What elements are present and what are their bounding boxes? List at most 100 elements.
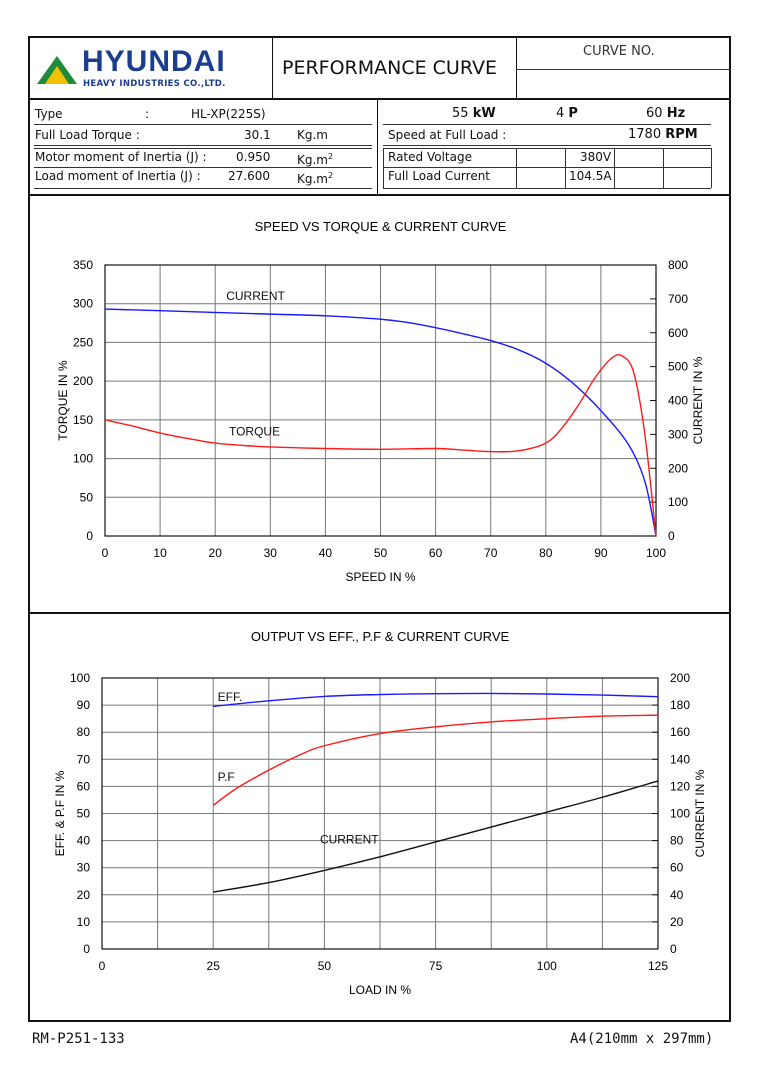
- x-tick-label: 25: [207, 959, 221, 973]
- y2-tick-label: 120: [670, 779, 690, 793]
- rtable-v0: [383, 148, 384, 188]
- y-tick-label: 200: [73, 374, 93, 388]
- y-tick-label: 70: [77, 752, 91, 766]
- y2-tick-label: 180: [670, 698, 690, 712]
- torque-value: 30.1: [244, 128, 271, 142]
- x-axis-label: SPEED IN %: [345, 570, 415, 584]
- y-tick-label: 250: [73, 335, 93, 349]
- y-tick-label: 300: [73, 297, 93, 311]
- rtable-v1: [516, 148, 517, 188]
- type-label: Type: [35, 107, 63, 121]
- logo-triangle-icon: [37, 56, 77, 84]
- chart-title: SPEED VS TORQUE & CURRENT CURVE: [255, 219, 507, 234]
- y2-tick-label: 200: [670, 671, 690, 685]
- voltage-value: 380V: [580, 150, 612, 164]
- current-value: 104.5A: [569, 169, 612, 183]
- speed-label: Speed at Full Load :: [388, 128, 507, 142]
- y-tick-label: 100: [73, 452, 93, 466]
- series-label-eff: EFF.: [218, 690, 243, 704]
- x-tick-label: 10: [153, 546, 167, 560]
- y2-tick-label: 100: [668, 495, 688, 509]
- y-tick-label: 150: [73, 413, 93, 427]
- torque-unit: Kg.m: [297, 128, 328, 142]
- motor-inertia-value: 0.950: [236, 150, 271, 164]
- y2-tick-label: 700: [668, 292, 688, 306]
- y-tick-label: 60: [77, 779, 91, 793]
- y2-tick-label: 600: [668, 326, 688, 340]
- rspec-line-4: [383, 188, 711, 189]
- series-label-torque: TORQUE: [229, 424, 280, 438]
- y2-tick-label: 160: [670, 725, 690, 739]
- x-tick-label: 20: [209, 546, 223, 560]
- rtable-v2: [565, 148, 566, 188]
- y-tick-label: 350: [73, 258, 93, 272]
- x-tick-label: 0: [102, 546, 109, 560]
- rspec-line-1: [383, 124, 711, 125]
- current-label: Full Load Current: [388, 169, 491, 183]
- rspec-line-3: [383, 167, 711, 168]
- series-line-current: [104, 308, 657, 537]
- specs-bottom: [28, 194, 731, 196]
- y-tick-label: 80: [77, 725, 91, 739]
- torque-label: Full Load Torque :: [35, 128, 140, 142]
- series-label-p-f: P.F: [218, 770, 235, 784]
- page-title: PERFORMANCE CURVE: [282, 57, 498, 79]
- x-axis-label: LOAD IN %: [349, 983, 411, 997]
- load-inertia-value: 27.600: [228, 169, 270, 183]
- y-tick-label: 0: [83, 942, 90, 956]
- y2-tick-label: 0: [670, 942, 677, 956]
- rtable-v3: [614, 148, 615, 188]
- spec-row-line-2b: [34, 148, 372, 149]
- chart-title: OUTPUT VS EFF., P.F & CURRENT CURVE: [251, 629, 510, 644]
- header-divider: [28, 98, 731, 100]
- series-line-torque: [104, 354, 657, 537]
- series-label-current: CURRENT: [320, 832, 379, 846]
- voltage-label: Rated Voltage: [388, 150, 472, 164]
- y2-tick-label: 300: [668, 427, 688, 441]
- y-tick-label: 50: [77, 807, 91, 821]
- y2-tick-label: 800: [668, 258, 688, 272]
- x-tick-label: 90: [594, 546, 608, 560]
- series-line-eff: [213, 692, 659, 708]
- y2-tick-label: 60: [670, 861, 684, 875]
- x-tick-label: 0: [99, 959, 106, 973]
- y2-tick-label: 500: [668, 360, 688, 374]
- speed-torque-chart: SPEED VS TORQUE & CURRENT CURVE050100150…: [56, 219, 705, 584]
- header-vline-1: [272, 36, 273, 98]
- load-inertia-label: Load moment of Inertia (J) :: [35, 169, 201, 183]
- x-tick-label: 40: [319, 546, 333, 560]
- y2-tick-label: 400: [668, 394, 688, 408]
- rtable-v5: [711, 148, 712, 188]
- brand-subtitle: HEAVY INDUSTRIES CO.,LTD.: [83, 79, 226, 89]
- y-tick-label: 0: [86, 529, 93, 543]
- y2-axis-label: CURRENT IN %: [691, 356, 705, 444]
- spec-row-line-2: [34, 145, 372, 146]
- x-tick-label: 80: [539, 546, 553, 560]
- series-line-p-f: [212, 714, 659, 806]
- motor-inertia-unit: Kg.m2: [297, 152, 334, 167]
- curve-no-label: CURVE NO.: [583, 44, 655, 59]
- brand-name: HYUNDAI: [82, 45, 226, 78]
- motor-inertia-label: Motor moment of Inertia (J) :: [35, 150, 207, 164]
- y2-tick-label: 140: [670, 752, 690, 766]
- series-label-current: CURRENT: [226, 289, 285, 303]
- spec-row-line-3: [34, 167, 372, 168]
- rspec-line-2: [383, 145, 711, 146]
- y2-tick-label: 80: [670, 834, 684, 848]
- x-tick-label: 50: [318, 959, 332, 973]
- y-axis-label: EFF. & P.F IN %: [53, 770, 67, 856]
- y-tick-label: 50: [80, 490, 94, 504]
- rtable-v4: [663, 148, 664, 188]
- x-tick-label: 125: [648, 959, 668, 973]
- power-value-group: 55 kW: [452, 106, 496, 121]
- charts-divider: [28, 612, 731, 614]
- y2-tick-label: 200: [668, 461, 688, 475]
- rspec-line-2b: [383, 148, 711, 149]
- freq-group: 60 Hz: [646, 106, 686, 121]
- x-tick-label: 70: [484, 546, 498, 560]
- x-tick-label: 50: [374, 546, 388, 560]
- output-eff-chart: OUTPUT VS EFF., P.F & CURRENT CURVE 0 10 20…: [53, 629, 707, 997]
- y-tick-label: 20: [77, 888, 91, 902]
- spec-row-line-4: [34, 188, 372, 189]
- y2-axis-label: CURRENT IN %: [693, 769, 707, 857]
